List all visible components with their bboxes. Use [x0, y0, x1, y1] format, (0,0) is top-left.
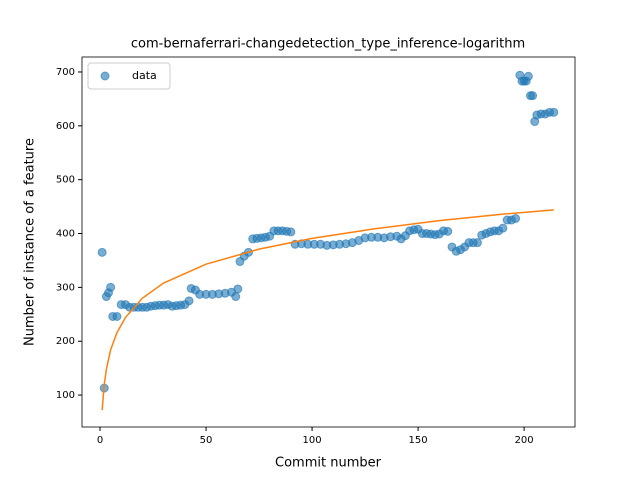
- data-point: [184, 296, 194, 306]
- data-point: [286, 227, 296, 237]
- data-point: [472, 238, 482, 248]
- chart-title: com-bernaferrari-changedetection_type_in…: [131, 37, 525, 52]
- data-point: [112, 311, 122, 321]
- x-tick-label: 200: [515, 435, 534, 446]
- y-tick-label: 400: [56, 229, 75, 240]
- data-point: [231, 292, 241, 302]
- data-point: [498, 223, 508, 233]
- y-tick-label: 200: [56, 336, 75, 347]
- x-tick-label: 150: [409, 435, 428, 446]
- legend-label: data: [132, 69, 157, 82]
- data-point: [528, 91, 538, 101]
- x-axis-label: Commit number: [275, 456, 382, 471]
- y-tick-label: 700: [56, 67, 75, 78]
- data-point: [233, 284, 243, 294]
- y-axis-label: Number of instance of a feature: [23, 138, 38, 346]
- legend-box: [87, 62, 171, 90]
- data-point: [443, 226, 453, 236]
- legend-marker: [100, 71, 110, 81]
- y-tick-label: 100: [56, 390, 75, 401]
- data-point: [549, 107, 559, 117]
- y-tick-label: 500: [56, 175, 75, 186]
- y-tick-label: 600: [56, 121, 75, 132]
- fit-line: [101, 209, 554, 411]
- x-tick-label: 0: [97, 435, 103, 446]
- data-point: [511, 213, 521, 223]
- data-point: [106, 282, 116, 292]
- data-point: [97, 247, 107, 257]
- plot-frame: [81, 56, 576, 428]
- y-tick-label: 300: [56, 282, 75, 293]
- data-point: [523, 71, 533, 81]
- x-tick-label: 50: [200, 435, 213, 446]
- x-tick-label: 100: [303, 435, 322, 446]
